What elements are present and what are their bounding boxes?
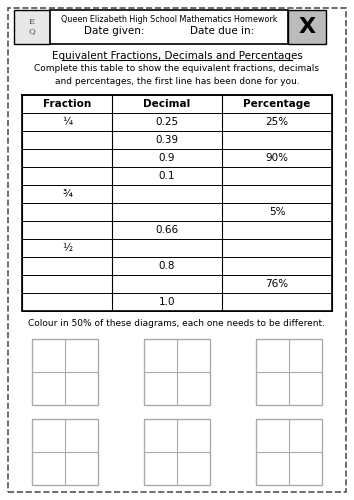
Text: 0.8: 0.8: [159, 261, 175, 271]
FancyBboxPatch shape: [32, 339, 98, 405]
Text: 0.66: 0.66: [155, 225, 178, 235]
FancyBboxPatch shape: [256, 419, 322, 485]
Text: ¾: ¾: [62, 189, 72, 199]
Text: 1.0: 1.0: [159, 297, 175, 307]
Text: E
Q: E Q: [29, 18, 35, 36]
FancyBboxPatch shape: [14, 10, 50, 44]
FancyBboxPatch shape: [22, 95, 332, 311]
Text: 0.39: 0.39: [155, 135, 178, 145]
FancyBboxPatch shape: [288, 10, 326, 44]
Text: 76%: 76%: [266, 279, 289, 289]
Text: ¼: ¼: [62, 117, 72, 127]
Text: 0.1: 0.1: [159, 171, 175, 181]
Text: 90%: 90%: [266, 153, 289, 163]
Text: Colour in 50% of these diagrams, each one needs to be different.: Colour in 50% of these diagrams, each on…: [29, 318, 325, 328]
FancyBboxPatch shape: [144, 339, 210, 405]
Text: 25%: 25%: [266, 117, 289, 127]
Text: Fraction: Fraction: [43, 99, 91, 109]
Text: Complete this table to show the equivalent fractions, decimals
and percentages, : Complete this table to show the equivale…: [34, 64, 320, 86]
Text: 0.25: 0.25: [155, 117, 178, 127]
Text: Queen Elizabeth High School Mathematics Homework: Queen Elizabeth High School Mathematics …: [61, 14, 277, 24]
Text: Date given:              Date due in:: Date given: Date due in:: [84, 26, 254, 36]
FancyBboxPatch shape: [256, 339, 322, 405]
Text: X: X: [298, 17, 315, 37]
Text: 5%: 5%: [269, 207, 285, 217]
Text: Percentage: Percentage: [243, 99, 311, 109]
FancyBboxPatch shape: [32, 419, 98, 485]
Text: Equivalent Fractions, Decimals and Percentages: Equivalent Fractions, Decimals and Perce…: [52, 51, 302, 61]
FancyBboxPatch shape: [50, 10, 288, 44]
Text: Decimal: Decimal: [143, 99, 190, 109]
Text: ½: ½: [62, 243, 72, 253]
FancyBboxPatch shape: [144, 419, 210, 485]
Text: 0.9: 0.9: [159, 153, 175, 163]
